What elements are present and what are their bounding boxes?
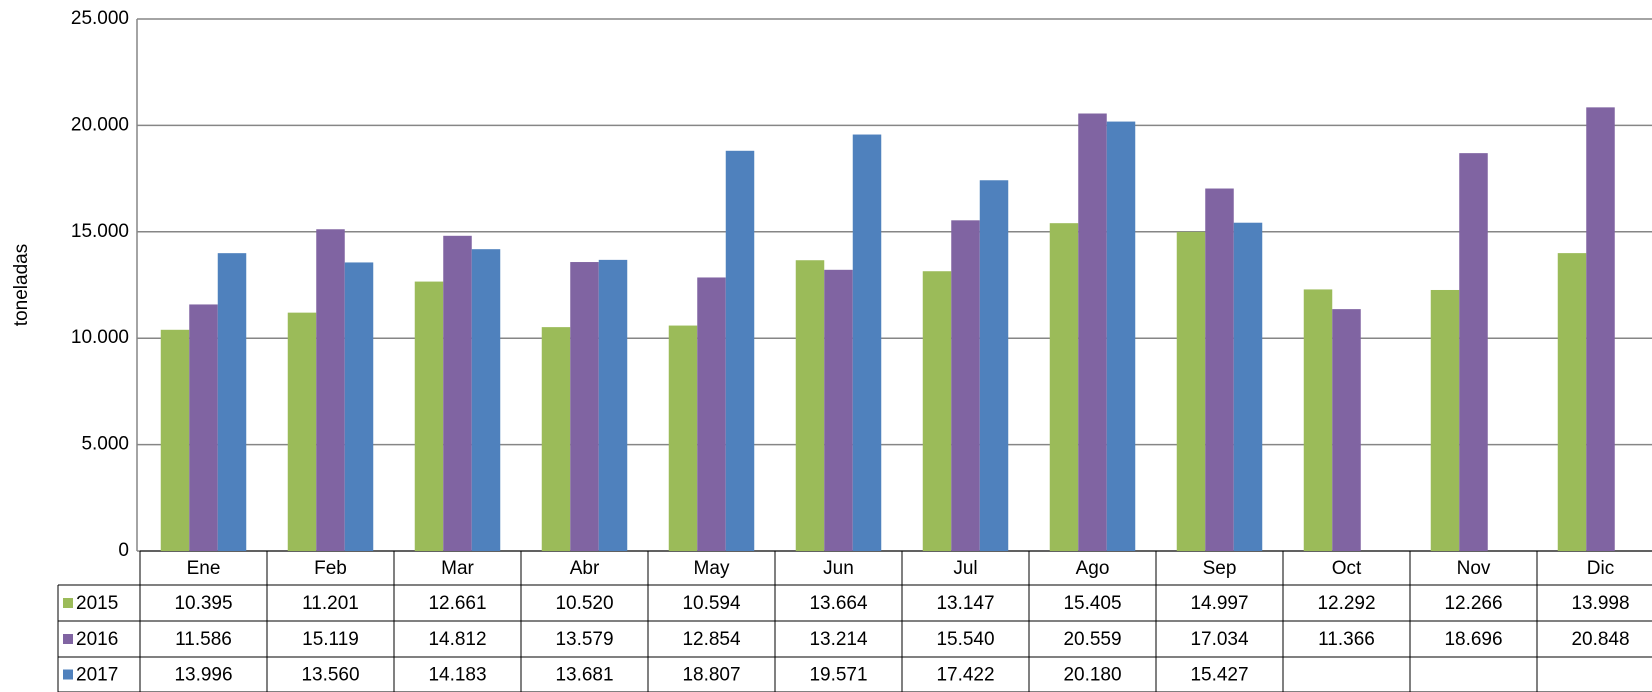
y-tick-label: 20.000 — [71, 114, 129, 135]
data-table-value: 14.183 — [428, 665, 486, 686]
bar — [217, 253, 247, 552]
data-table-value: 15.119 — [302, 629, 359, 650]
data-table-value: 13.681 — [555, 665, 613, 686]
data-table-value: 20.180 — [1063, 665, 1121, 686]
bar — [1078, 113, 1107, 551]
bar — [824, 269, 853, 551]
legend-label: 2015 — [76, 593, 118, 614]
bar — [414, 281, 444, 551]
data-table-value: 13.214 — [809, 629, 868, 650]
data-table-value: 17.034 — [1190, 629, 1249, 650]
data-table-value: 20.848 — [1571, 629, 1629, 650]
data-table-value: 14.812 — [428, 629, 486, 650]
x-tick-label: Nov — [1457, 558, 1491, 579]
bar — [979, 180, 1009, 552]
legend-marker — [63, 634, 73, 644]
data-table-value: 15.540 — [936, 629, 994, 650]
bar — [316, 229, 345, 551]
x-tick-label: Mar — [441, 558, 474, 579]
bar — [471, 249, 501, 551]
x-tick-label: Oct — [1332, 558, 1362, 579]
x-tick-label: Feb — [314, 558, 347, 579]
bar — [668, 325, 698, 551]
data-table-value: 13.998 — [1571, 593, 1629, 614]
data-table-value: 13.664 — [809, 593, 868, 614]
data-table-value: 12.266 — [1444, 593, 1502, 614]
data-table-value: 12.661 — [428, 593, 486, 614]
bar — [160, 329, 190, 551]
data-table-value: 13.579 — [555, 629, 613, 650]
y-axis-label: toneladas — [11, 244, 32, 326]
bar — [189, 304, 218, 551]
legend-label: 2017 — [76, 665, 118, 686]
x-tick-label: Jul — [953, 558, 977, 579]
data-table-value: 15.427 — [1190, 665, 1248, 686]
bar — [697, 277, 726, 551]
data-table-value: 17.422 — [936, 665, 994, 686]
bar — [443, 235, 472, 551]
bar — [1303, 289, 1333, 551]
x-tick-label: Ago — [1076, 558, 1110, 579]
data-table-value: 19.571 — [809, 665, 867, 686]
bar — [852, 134, 882, 551]
data-table-value: 18.696 — [1444, 629, 1502, 650]
bar — [1430, 289, 1460, 551]
bar — [1557, 253, 1587, 551]
data-table-value: 13.996 — [174, 665, 232, 686]
data-table-value: 14.997 — [1190, 593, 1248, 614]
y-tick-label: 5.000 — [81, 434, 129, 455]
bar — [795, 260, 825, 551]
bar — [1049, 223, 1079, 552]
bar — [570, 262, 599, 551]
y-tick-label: 25.000 — [71, 8, 129, 29]
data-table-value: 11.586 — [175, 629, 232, 650]
data-table-value: 11.201 — [302, 593, 359, 614]
bar — [1459, 153, 1488, 552]
bar — [1106, 121, 1136, 551]
y-tick-label: 10.000 — [71, 327, 129, 348]
bar — [598, 259, 628, 551]
data-table-value: 10.594 — [682, 593, 741, 614]
legend-marker — [63, 669, 73, 680]
legend-marker — [63, 598, 73, 608]
bar — [922, 271, 952, 551]
data-table-value: 12.292 — [1317, 593, 1375, 614]
bar — [725, 150, 755, 551]
bar — [1332, 309, 1361, 551]
bar — [1205, 188, 1234, 551]
data-table-value: 11.366 — [1318, 629, 1375, 650]
data-table-value: 10.395 — [174, 593, 232, 614]
bar — [951, 220, 980, 551]
x-tick-label: Jun — [823, 558, 854, 579]
y-tick-label: 0 — [118, 540, 129, 561]
bar — [1586, 107, 1615, 552]
data-table-value: 20.559 — [1063, 629, 1121, 650]
data-table-value: 12.854 — [682, 629, 741, 650]
bar — [541, 327, 571, 551]
x-tick-label: Ene — [187, 558, 221, 579]
bar — [1233, 222, 1263, 551]
bar — [1176, 231, 1206, 552]
data-table-value: 10.520 — [555, 593, 613, 614]
x-tick-label: Sep — [1203, 558, 1237, 579]
bar — [344, 262, 374, 551]
data-table-value: 13.560 — [301, 665, 359, 686]
x-tick-label: May — [694, 558, 730, 579]
x-tick-label: Dic — [1587, 558, 1614, 579]
y-tick-label: 15.000 — [71, 221, 129, 242]
bar — [287, 312, 317, 551]
x-tick-label: Abr — [570, 558, 600, 579]
data-table-value: 13.147 — [936, 593, 994, 614]
data-table-value: 15.405 — [1063, 593, 1121, 614]
data-table-value: 18.807 — [682, 665, 740, 686]
legend-label: 2016 — [76, 629, 118, 650]
